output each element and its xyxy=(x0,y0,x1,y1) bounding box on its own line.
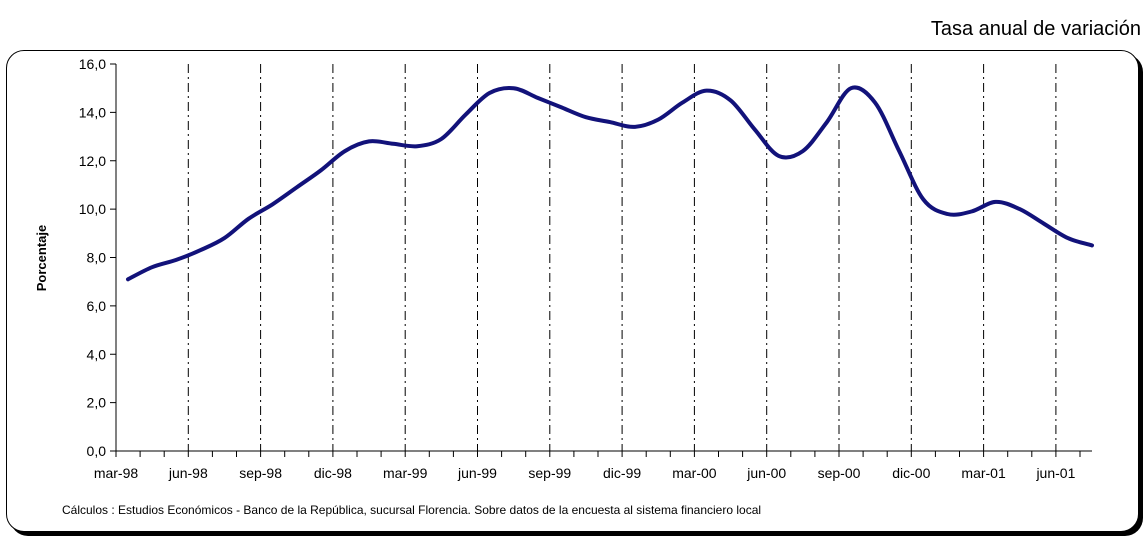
x-tick-label: dic-00 xyxy=(892,465,930,481)
y-tick-label: 12,0 xyxy=(79,153,106,169)
y-tick-label: 6,0 xyxy=(87,298,107,314)
x-tick-label: mar-98 xyxy=(94,465,139,481)
chart-frame xyxy=(6,50,1139,532)
gridlines xyxy=(187,64,1057,451)
x-tick-label: mar-01 xyxy=(961,465,1006,481)
y-tick-label: 0,0 xyxy=(87,443,107,459)
y-tick-label: 8,0 xyxy=(87,250,107,266)
x-tick-label: sep-00 xyxy=(818,465,861,481)
x-tick-label: sep-99 xyxy=(528,465,571,481)
axes xyxy=(110,63,1092,457)
y-axis-label: Porcentaje xyxy=(34,225,49,291)
x-tick-label: jun-99 xyxy=(457,465,497,481)
y-tick-label: 10,0 xyxy=(79,201,106,217)
x-tick-label: sep-98 xyxy=(239,465,282,481)
x-tick-label: jun-98 xyxy=(168,465,208,481)
x-tick-label: dic-99 xyxy=(603,465,641,481)
source-note: Cálculos : Estudios Económicos - Banco d… xyxy=(62,503,762,517)
y-tick-label: 2,0 xyxy=(87,395,107,411)
x-tick-label: dic-98 xyxy=(314,465,352,481)
series-line xyxy=(126,85,1094,282)
y-tick-label: 4,0 xyxy=(87,346,107,362)
x-tick-label: jun-01 xyxy=(1035,465,1075,481)
chart-header-title: Tasa anual de variación xyxy=(930,18,1141,40)
x-tick-label: jun-00 xyxy=(746,465,786,481)
y-tick-label: 14,0 xyxy=(79,104,106,120)
tick-labels: 0,0 2,0 4,0 6,0 8,0 10,0 12,0 14,0 16,0 mar-98 jun… xyxy=(79,56,1076,481)
x-tick-label: mar-99 xyxy=(383,465,428,481)
x-tick-label: mar-00 xyxy=(672,465,717,481)
series-lines xyxy=(126,85,1094,282)
y-tick-label: 16,0 xyxy=(79,56,106,72)
